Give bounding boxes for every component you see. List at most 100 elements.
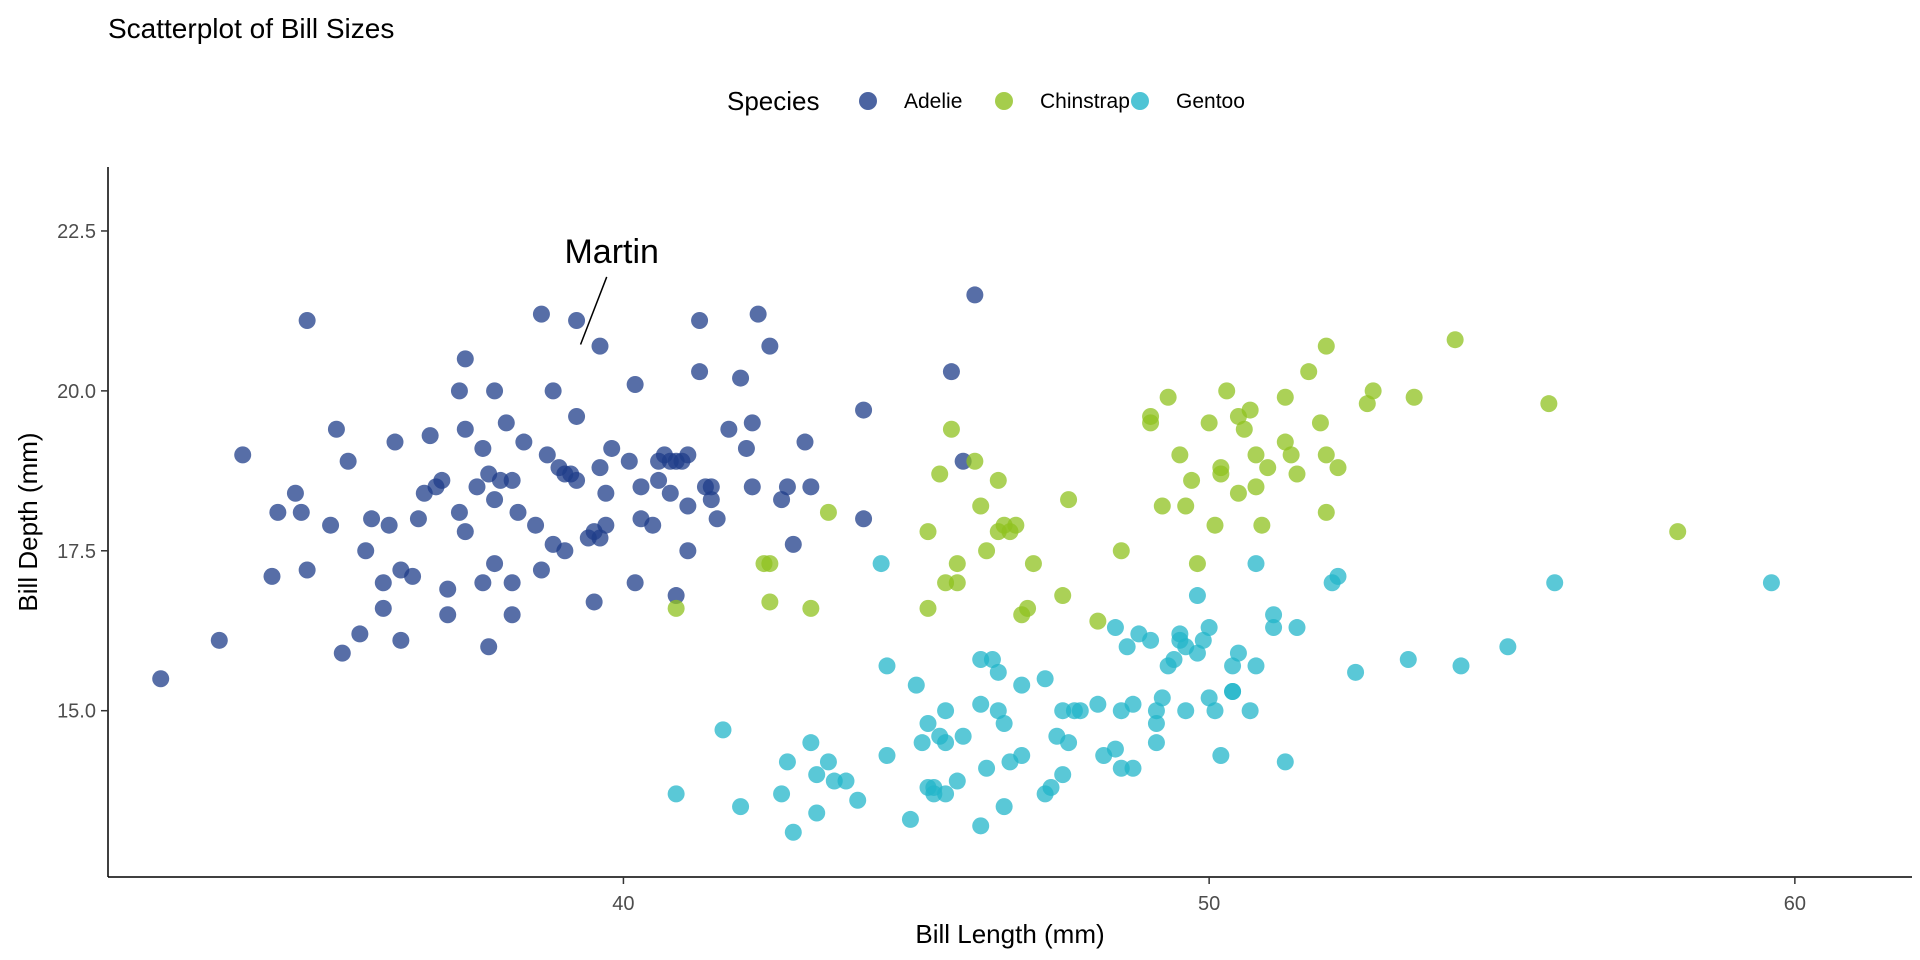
data-point-adelie <box>691 363 709 381</box>
data-point-gentoo <box>1452 657 1470 675</box>
data-point-gentoo <box>972 651 990 669</box>
data-point-gentoo <box>1124 759 1142 777</box>
data-point-adelie <box>480 638 498 656</box>
data-point-gentoo <box>1194 631 1212 649</box>
data-point-gentoo <box>1142 631 1160 649</box>
data-point-chinstrap <box>1540 395 1558 413</box>
data-point-adelie <box>802 478 820 496</box>
data-point-gentoo <box>878 657 896 675</box>
data-point-adelie <box>234 446 252 464</box>
data-point-adelie <box>568 407 586 425</box>
data-point-gentoo <box>784 823 802 841</box>
data-point-adelie <box>784 535 802 553</box>
data-point-adelie <box>327 420 345 438</box>
data-point-adelie <box>778 478 796 496</box>
data-point-gentoo <box>989 702 1007 720</box>
data-point-chinstrap <box>948 555 966 573</box>
data-point-gentoo <box>667 785 685 803</box>
data-point-adelie <box>392 631 410 649</box>
data-point-gentoo <box>1147 714 1165 732</box>
data-point-chinstrap <box>1317 446 1335 464</box>
data-point-adelie <box>503 574 521 592</box>
data-point-adelie <box>579 529 597 547</box>
data-point-chinstrap <box>1177 497 1195 515</box>
y-tick-label: 22.5 <box>57 221 96 243</box>
data-point-adelie <box>568 312 586 330</box>
data-point-gentoo <box>1276 753 1294 771</box>
data-point-gentoo <box>714 721 732 739</box>
data-point-gentoo <box>989 663 1007 681</box>
data-point-adelie <box>626 375 644 393</box>
data-point-adelie <box>210 631 228 649</box>
data-point-chinstrap <box>1060 491 1078 509</box>
data-point-gentoo <box>995 798 1013 816</box>
data-point-adelie <box>363 510 381 528</box>
data-point-gentoo <box>808 766 826 784</box>
data-point-chinstrap <box>1142 407 1160 425</box>
data-point-adelie <box>497 414 515 432</box>
data-point-adelie <box>620 452 638 470</box>
data-point-chinstrap <box>942 420 960 438</box>
data-point-adelie <box>374 599 392 617</box>
data-point-chinstrap <box>1153 497 1171 515</box>
data-point-chinstrap <box>1241 401 1259 419</box>
data-point-gentoo <box>937 702 955 720</box>
data-point-adelie <box>773 491 791 509</box>
data-point-gentoo <box>1071 702 1089 720</box>
data-point-gentoo <box>1546 574 1564 592</box>
data-point-chinstrap <box>1329 459 1347 477</box>
data-point-gentoo <box>1013 746 1031 764</box>
data-point-chinstrap <box>1405 388 1423 406</box>
data-point-gentoo <box>1241 702 1259 720</box>
data-point-chinstrap <box>1112 542 1130 560</box>
plot-panel: 40 50 60 15.0 17.5 20.0 22.5 Martin <box>57 167 1912 915</box>
data-point-gentoo <box>878 746 896 764</box>
data-point-gentoo <box>1165 651 1183 669</box>
data-point-gentoo <box>1265 606 1283 624</box>
data-point-adelie <box>667 452 685 470</box>
data-point-chinstrap <box>931 465 949 483</box>
data-point-chinstrap <box>1024 555 1042 573</box>
data-point-gentoo <box>808 804 826 822</box>
data-point-adelie <box>450 503 468 521</box>
data-point-gentoo <box>983 651 1001 669</box>
data-point-chinstrap <box>1229 484 1247 502</box>
data-point-chinstrap <box>1311 414 1329 432</box>
data-point-chinstrap <box>1364 382 1382 400</box>
data-point-chinstrap <box>1212 465 1230 483</box>
data-point-chinstrap <box>966 452 984 470</box>
data-point-adelie <box>286 484 304 502</box>
data-point-chinstrap <box>937 574 955 592</box>
data-point-chinstrap <box>1235 420 1253 438</box>
data-point-adelie <box>322 516 340 534</box>
legend-label-adelie: Adelie <box>904 90 962 113</box>
data-point-adelie <box>491 471 509 489</box>
data-point-adelie <box>380 516 398 534</box>
data-point-gentoo <box>819 753 837 771</box>
data-point-adelie <box>357 542 375 560</box>
data-point-adelie <box>626 574 644 592</box>
data-point-adelie <box>509 503 527 521</box>
data-point-chinstrap <box>1007 516 1025 534</box>
data-point-adelie <box>450 382 468 400</box>
data-point-gentoo <box>1229 644 1247 662</box>
data-point-adelie <box>702 478 720 496</box>
data-point-adelie <box>456 350 474 368</box>
data-point-adelie <box>351 625 369 643</box>
data-point-adelie <box>667 587 685 605</box>
data-point-adelie <box>591 459 609 477</box>
data-point-gentoo <box>1042 778 1060 796</box>
data-point-gentoo <box>1499 638 1517 656</box>
data-point-chinstrap <box>989 471 1007 489</box>
data-point-adelie <box>486 382 504 400</box>
data-point-gentoo <box>907 676 925 694</box>
data-point-gentoo <box>1200 619 1218 637</box>
data-point-adelie <box>708 510 726 528</box>
data-point-gentoo <box>937 734 955 752</box>
data-point-gentoo <box>732 798 750 816</box>
data-point-adelie <box>486 491 504 509</box>
data-point-adelie <box>298 561 316 579</box>
data-point-gentoo <box>1247 555 1265 573</box>
data-point-adelie <box>732 369 750 387</box>
